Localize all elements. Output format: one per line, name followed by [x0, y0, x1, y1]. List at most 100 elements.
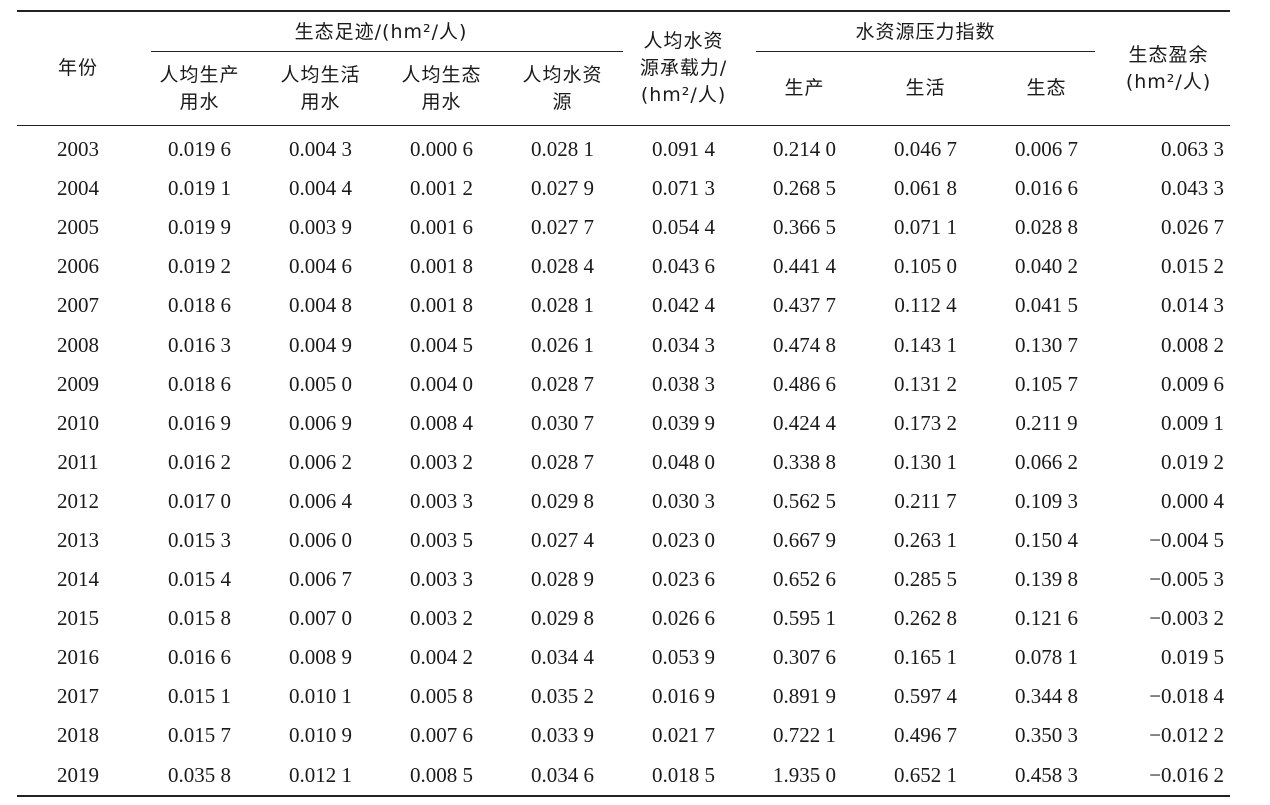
- cell-ecological-water: 0.004 2: [410, 645, 473, 670]
- cell-year: 2016: [57, 645, 99, 670]
- cell-year: 2009: [57, 371, 99, 396]
- cell-pressure-domestic: 0.597 4: [894, 684, 958, 709]
- cell-pressure-domestic: 0.652 1: [865, 755, 987, 797]
- cell-pressure-domestic: 0.061 8: [894, 176, 958, 201]
- cell-pressure-ecological: 0.350 3: [1015, 723, 1079, 748]
- cell-domestic-water: 0.003 9: [289, 215, 352, 240]
- data-table: 年份 生态足迹/(hm²/人) 人均水资 源承载力/ (hm²/人) 水资源压力…: [17, 10, 1231, 797]
- cell-ecological-water: 0.001 6: [410, 215, 473, 240]
- cell-capacity: 0.023 0: [652, 527, 716, 552]
- cell-water-resources: 0.027 9: [531, 176, 595, 201]
- cell-ecological-water: 0.004 5: [410, 332, 473, 357]
- cell-domestic-water: 0.008 9: [289, 645, 352, 670]
- cell-ecological-water: 0.003 2: [410, 606, 473, 631]
- cell-pressure-ecological: 0.040 2: [1015, 254, 1079, 279]
- cell-year: 2005: [57, 215, 99, 240]
- header-domestic-water: 人均生活 用水: [260, 52, 381, 126]
- cell-surplus: −0.016 2: [1107, 755, 1231, 797]
- cell-surplus: 0.043 3: [1161, 176, 1225, 201]
- cell-capacity: 0.018 5: [623, 755, 745, 797]
- cell-year: 2012: [57, 488, 99, 513]
- cell-pressure-ecological: 0.344 8: [1015, 684, 1079, 709]
- cell-pressure-production: 0.214 0: [773, 137, 837, 162]
- table-row: 2006 0.019 2 0.004 6 0.001 8 0.028 4 0.043 6 0…: [17, 247, 1230, 286]
- cell-water-resources: 0.034 6: [502, 755, 624, 797]
- header-production-water-line-1: 人均生产: [159, 63, 240, 86]
- cell-pressure-ecological: 0.109 3: [1015, 488, 1079, 513]
- cell-year: 2007: [57, 293, 99, 318]
- header-pressure-production: 生产: [744, 52, 866, 126]
- cell-pressure-domestic: 0.262 8: [894, 606, 958, 631]
- cell-water-resources: 0.035 2: [531, 684, 595, 709]
- cell-domestic-water: 0.006 7: [289, 567, 352, 592]
- cell-year: 2018: [57, 723, 99, 748]
- table-row: 2013 0.015 3 0.006 0 0.003 5 0.027 4 0.023 0 0…: [17, 521, 1230, 560]
- cell-capacity: 0.054 4: [652, 215, 716, 240]
- cell-capacity: 0.053 9: [652, 645, 716, 670]
- cell-ecological-water: 0.008 5: [381, 755, 502, 797]
- cell-water-resources: 0.028 1: [531, 137, 595, 162]
- cell-pressure-production: 0.268 5: [773, 176, 837, 201]
- cell-production-water: 0.015 3: [168, 527, 231, 552]
- cell-surplus: −0.012 2: [1149, 723, 1225, 748]
- cell-pressure-ecological: 0.150 4: [1015, 527, 1079, 552]
- cell-production-water: 0.015 7: [168, 723, 231, 748]
- cell-capacity: 0.091 4: [652, 137, 716, 162]
- header-pressure-domestic: 生活: [865, 52, 987, 126]
- cell-surplus: 0.014 3: [1161, 293, 1225, 318]
- header-domestic-water-line-2: 用水: [300, 90, 341, 113]
- cell-domestic-water: 0.004 8: [289, 293, 352, 318]
- cell-year: 2004: [57, 176, 99, 201]
- cell-water-resources: 0.026 1: [531, 332, 595, 357]
- cell-pressure-domestic: 0.112 4: [894, 293, 957, 318]
- cell-year: 2019: [17, 755, 139, 797]
- cell-production-water: 0.016 6: [168, 645, 231, 670]
- cell-domestic-water: 0.010 1: [289, 684, 352, 709]
- cell-pressure-domestic: 0.173 2: [894, 410, 958, 435]
- cell-water-resources: 0.029 8: [531, 488, 595, 513]
- header-pressure-group-label: 水资源压力指数: [855, 20, 996, 43]
- cell-ecological-water: 0.007 6: [410, 723, 473, 748]
- cell-ecological-water: 0.003 3: [410, 488, 473, 513]
- cell-year: 2003: [57, 137, 99, 162]
- cell-surplus: 0.009 1: [1161, 410, 1225, 435]
- cell-surplus: 0.019 2: [1161, 449, 1225, 474]
- header-surplus-line-1: 生态盈余: [1128, 43, 1209, 66]
- cell-pressure-ecological: 0.105 7: [1015, 371, 1079, 396]
- cell-pressure-domestic: 0.211 7: [894, 488, 957, 513]
- cell-pressure-ecological: 0.006 7: [1015, 137, 1079, 162]
- cell-pressure-ecological: 0.016 6: [1015, 176, 1079, 201]
- cell-year: 2011: [57, 449, 99, 474]
- cell-surplus: 0.015 2: [1161, 254, 1225, 279]
- table-row: 2014 0.015 4 0.006 7 0.003 3 0.028 9 0.023 6 0…: [17, 560, 1230, 599]
- cell-pressure-domestic: 0.046 7: [894, 137, 958, 162]
- cell-surplus: 0.000 4: [1161, 488, 1225, 513]
- header-production-water-line-2: 用水: [179, 90, 220, 113]
- cell-production-water: 0.016 2: [168, 449, 231, 474]
- cell-capacity: 0.038 3: [652, 371, 716, 396]
- cell-capacity: 0.026 6: [652, 606, 716, 631]
- table-body: 2003 0.019 6 0.004 3 0.000 6 0.028 1 0.091 4 0…: [17, 126, 1231, 797]
- cell-production-water: 0.017 0: [168, 488, 231, 513]
- cell-production-water: 0.015 8: [168, 606, 231, 631]
- header-domestic-water-line-1: 人均生活: [280, 63, 361, 86]
- cell-domestic-water: 0.010 9: [289, 723, 352, 748]
- cell-ecological-water: 0.005 8: [410, 684, 473, 709]
- header-footprint-group: 生态足迹/(hm²/人): [139, 10, 624, 52]
- table-row: 2018 0.015 7 0.010 9 0.007 6 0.033 9 0.021 7 0…: [17, 716, 1230, 755]
- cell-water-resources: 0.034 4: [531, 645, 595, 670]
- cell-production-water: 0.019 1: [168, 176, 231, 201]
- cell-water-resources: 0.028 1: [531, 293, 595, 318]
- cell-surplus: 0.019 5: [1161, 645, 1225, 670]
- cell-water-resources: 0.028 9: [531, 567, 595, 592]
- header-water-resources-line-2: 源: [552, 90, 573, 113]
- cell-pressure-production: 0.366 5: [773, 215, 837, 240]
- cell-pressure-domestic: 0.263 1: [894, 527, 958, 552]
- cell-year: 2015: [57, 606, 99, 631]
- cell-surplus: −0.018 4: [1149, 684, 1225, 709]
- cell-water-resources: 0.029 8: [531, 606, 595, 631]
- cell-water-resources: 0.030 7: [531, 410, 595, 435]
- cell-pressure-domestic: 0.165 1: [894, 645, 958, 670]
- cell-capacity: 0.034 3: [652, 332, 716, 357]
